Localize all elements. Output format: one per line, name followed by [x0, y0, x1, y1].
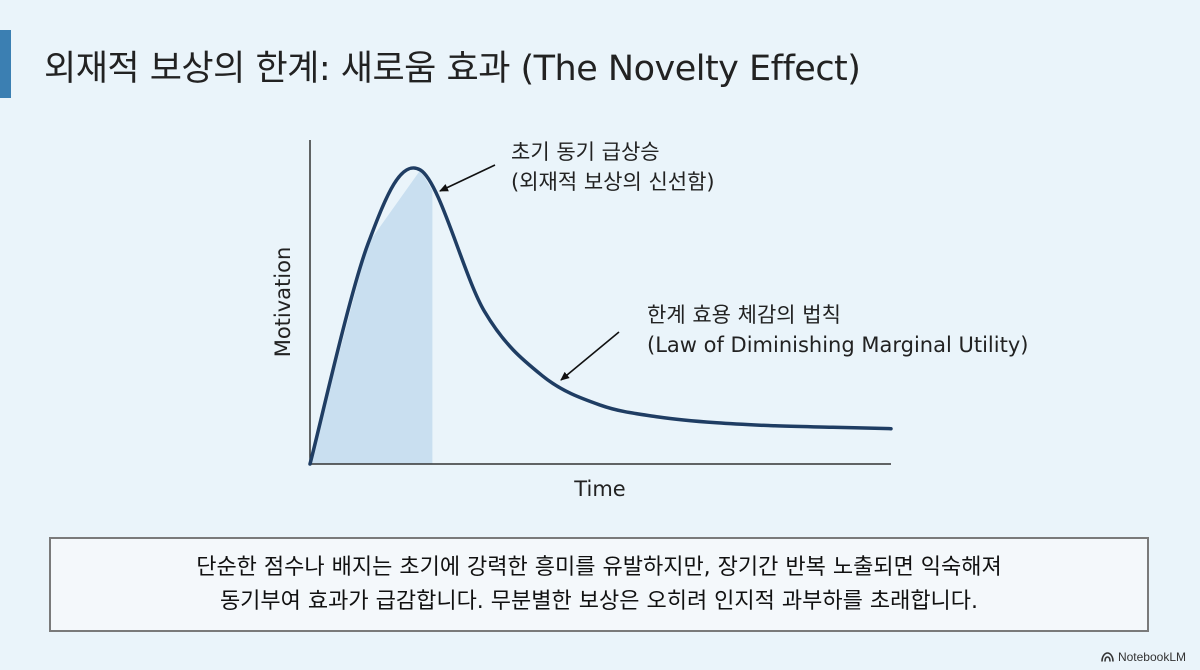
brand-name: NotebookLM — [1117, 650, 1186, 664]
slide-title: 외재적 보상의 한계: 새로움 효과 (The Novelty Effect) — [44, 49, 861, 89]
notebooklm-branding: NotebookLM — [1101, 650, 1186, 664]
notebooklm-logo-icon — [1101, 652, 1114, 662]
peak-annotation-line2: (외재적 보상의 신선함) — [511, 170, 715, 194]
y-axis-label: Motivation — [271, 246, 295, 358]
peak-annotation: 초기 동기 급상승 (외재적 보상의 신선함) — [511, 137, 715, 197]
summary-line1: 단순한 점수나 배지는 초기에 강력한 흥미를 유발하지만, 장기간 반복 노출… — [196, 555, 1002, 580]
x-axis-label: Time — [574, 477, 626, 501]
title-accent-bar — [0, 30, 11, 98]
summary-line2: 동기부여 효과가 급감합니다. 무분별한 보상은 오히려 인지적 과부하를 초래… — [219, 589, 979, 614]
peak-annotation-arrow — [439, 164, 496, 192]
law-annotation: 한계 효용 체감의 법칙 (Law of Diminishing Margina… — [647, 300, 1028, 360]
novelty-shaded-area — [310, 170, 433, 464]
law-annotation-line2: (Law of Diminishing Marginal Utility) — [647, 333, 1029, 357]
peak-annotation-line1: 초기 동기 급상승 — [511, 140, 660, 164]
motivation-curve — [308, 166, 893, 466]
law-annotation-line1: 한계 효용 체감의 법칙 — [647, 303, 841, 327]
summary-callout: 단순한 점수나 배지는 초기에 강력한 흥미를 유발하지만, 장기간 반복 노출… — [49, 537, 1149, 632]
law-annotation-arrow — [560, 331, 620, 381]
